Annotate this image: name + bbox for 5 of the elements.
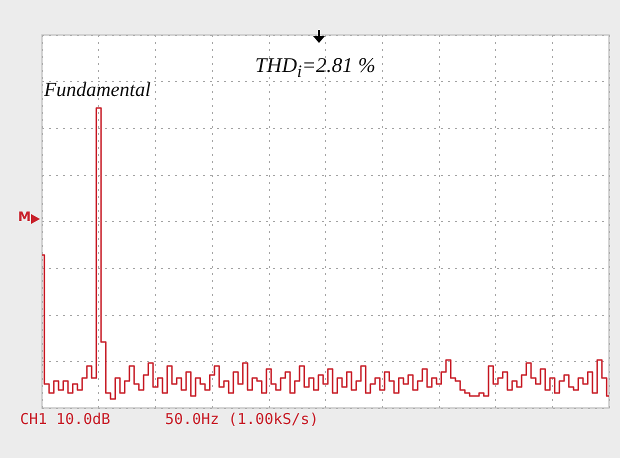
text: THD$_{i}$=2.81 % bbox=[255, 53, 376, 82]
text: M bbox=[18, 210, 31, 226]
text: 50.0Hz (1.00kS/s) bbox=[165, 410, 319, 428]
text: Fundamental bbox=[44, 78, 151, 102]
text: CH1 10.0dB bbox=[20, 410, 110, 428]
